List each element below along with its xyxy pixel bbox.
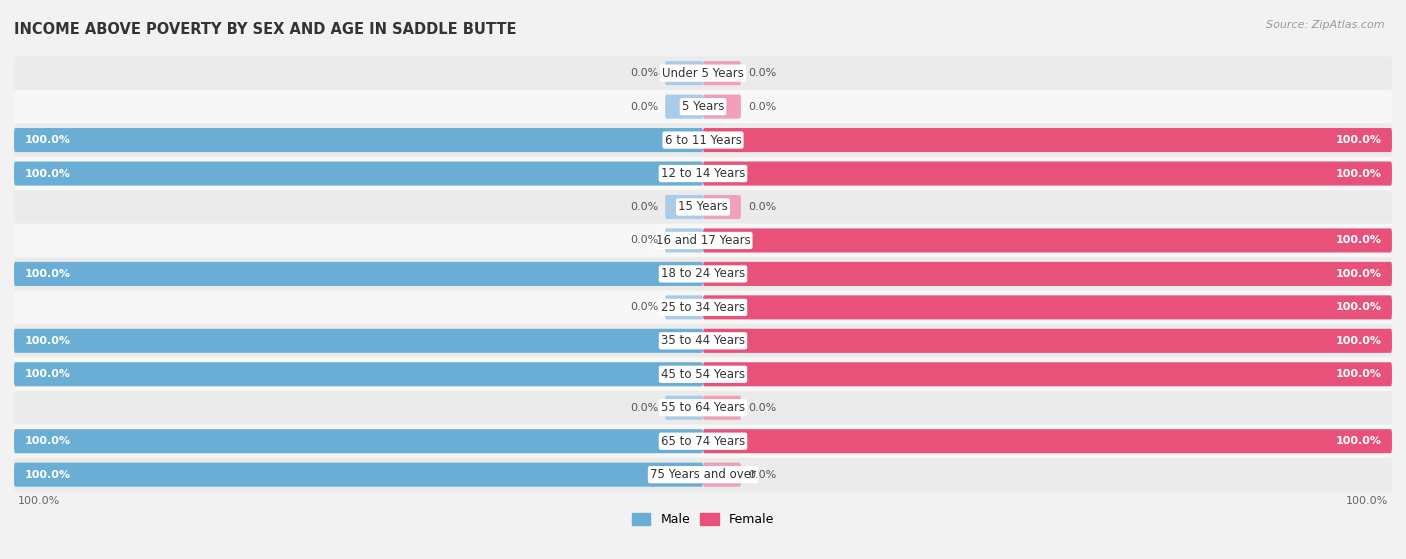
Text: 0.0%: 0.0% xyxy=(630,302,658,312)
FancyBboxPatch shape xyxy=(665,195,703,219)
FancyBboxPatch shape xyxy=(14,257,1392,291)
Text: 100.0%: 100.0% xyxy=(1336,336,1382,346)
FancyBboxPatch shape xyxy=(14,463,703,487)
FancyBboxPatch shape xyxy=(14,324,1392,358)
FancyBboxPatch shape xyxy=(14,128,703,152)
FancyBboxPatch shape xyxy=(14,358,1392,391)
Text: 55 to 64 Years: 55 to 64 Years xyxy=(661,401,745,414)
Text: 100.0%: 100.0% xyxy=(24,369,70,380)
FancyBboxPatch shape xyxy=(665,295,703,319)
FancyBboxPatch shape xyxy=(665,94,703,119)
FancyBboxPatch shape xyxy=(14,162,703,186)
FancyBboxPatch shape xyxy=(14,429,703,453)
Text: 100.0%: 100.0% xyxy=(1336,168,1382,178)
Text: 0.0%: 0.0% xyxy=(630,68,658,78)
FancyBboxPatch shape xyxy=(14,262,703,286)
Text: 100.0%: 100.0% xyxy=(24,436,70,446)
Text: 45 to 54 Years: 45 to 54 Years xyxy=(661,368,745,381)
Text: 15 Years: 15 Years xyxy=(678,201,728,214)
FancyBboxPatch shape xyxy=(665,229,703,253)
FancyBboxPatch shape xyxy=(665,396,703,420)
FancyBboxPatch shape xyxy=(703,429,1392,453)
Text: 0.0%: 0.0% xyxy=(630,235,658,245)
Text: 75 Years and over: 75 Years and over xyxy=(650,468,756,481)
Text: 6 to 11 Years: 6 to 11 Years xyxy=(665,134,741,146)
FancyBboxPatch shape xyxy=(14,124,1392,157)
FancyBboxPatch shape xyxy=(14,291,1392,324)
Text: 100.0%: 100.0% xyxy=(24,269,70,279)
Text: Source: ZipAtlas.com: Source: ZipAtlas.com xyxy=(1267,20,1385,30)
Text: 100.0%: 100.0% xyxy=(24,336,70,346)
Text: 0.0%: 0.0% xyxy=(748,470,776,480)
FancyBboxPatch shape xyxy=(703,262,1392,286)
Legend: Male, Female: Male, Female xyxy=(627,508,779,531)
Text: 16 and 17 Years: 16 and 17 Years xyxy=(655,234,751,247)
FancyBboxPatch shape xyxy=(703,195,741,219)
Text: 0.0%: 0.0% xyxy=(630,402,658,413)
FancyBboxPatch shape xyxy=(703,61,741,85)
FancyBboxPatch shape xyxy=(14,458,1392,491)
Text: 100.0%: 100.0% xyxy=(24,135,70,145)
Text: 100.0%: 100.0% xyxy=(1336,302,1382,312)
FancyBboxPatch shape xyxy=(14,224,1392,257)
FancyBboxPatch shape xyxy=(14,90,1392,124)
Text: 25 to 34 Years: 25 to 34 Years xyxy=(661,301,745,314)
Text: 0.0%: 0.0% xyxy=(630,102,658,112)
FancyBboxPatch shape xyxy=(703,128,1392,152)
FancyBboxPatch shape xyxy=(14,391,1392,424)
Text: 35 to 44 Years: 35 to 44 Years xyxy=(661,334,745,347)
FancyBboxPatch shape xyxy=(703,94,741,119)
Text: 0.0%: 0.0% xyxy=(748,202,776,212)
FancyBboxPatch shape xyxy=(703,162,1392,186)
Text: INCOME ABOVE POVERTY BY SEX AND AGE IN SADDLE BUTTE: INCOME ABOVE POVERTY BY SEX AND AGE IN S… xyxy=(14,22,516,36)
FancyBboxPatch shape xyxy=(703,463,741,487)
Text: 100.0%: 100.0% xyxy=(1336,436,1382,446)
Text: 18 to 24 Years: 18 to 24 Years xyxy=(661,267,745,281)
Text: 100.0%: 100.0% xyxy=(24,470,70,480)
FancyBboxPatch shape xyxy=(14,157,1392,190)
Text: 100.0%: 100.0% xyxy=(1336,369,1382,380)
Text: 100.0%: 100.0% xyxy=(1347,496,1389,506)
FancyBboxPatch shape xyxy=(14,362,703,386)
Text: 0.0%: 0.0% xyxy=(630,202,658,212)
Text: 100.0%: 100.0% xyxy=(1336,269,1382,279)
Text: 0.0%: 0.0% xyxy=(748,402,776,413)
Text: 65 to 74 Years: 65 to 74 Years xyxy=(661,435,745,448)
Text: 0.0%: 0.0% xyxy=(748,68,776,78)
Text: 12 to 14 Years: 12 to 14 Years xyxy=(661,167,745,180)
FancyBboxPatch shape xyxy=(14,329,703,353)
FancyBboxPatch shape xyxy=(703,329,1392,353)
FancyBboxPatch shape xyxy=(14,56,1392,90)
FancyBboxPatch shape xyxy=(703,362,1392,386)
FancyBboxPatch shape xyxy=(703,295,1392,319)
Text: 100.0%: 100.0% xyxy=(1336,235,1382,245)
Text: Under 5 Years: Under 5 Years xyxy=(662,67,744,80)
Text: 100.0%: 100.0% xyxy=(24,168,70,178)
Text: 0.0%: 0.0% xyxy=(748,102,776,112)
FancyBboxPatch shape xyxy=(14,190,1392,224)
FancyBboxPatch shape xyxy=(703,229,1392,253)
FancyBboxPatch shape xyxy=(703,396,741,420)
Text: 100.0%: 100.0% xyxy=(17,496,59,506)
Text: 5 Years: 5 Years xyxy=(682,100,724,113)
FancyBboxPatch shape xyxy=(665,61,703,85)
FancyBboxPatch shape xyxy=(14,424,1392,458)
Text: 100.0%: 100.0% xyxy=(1336,135,1382,145)
